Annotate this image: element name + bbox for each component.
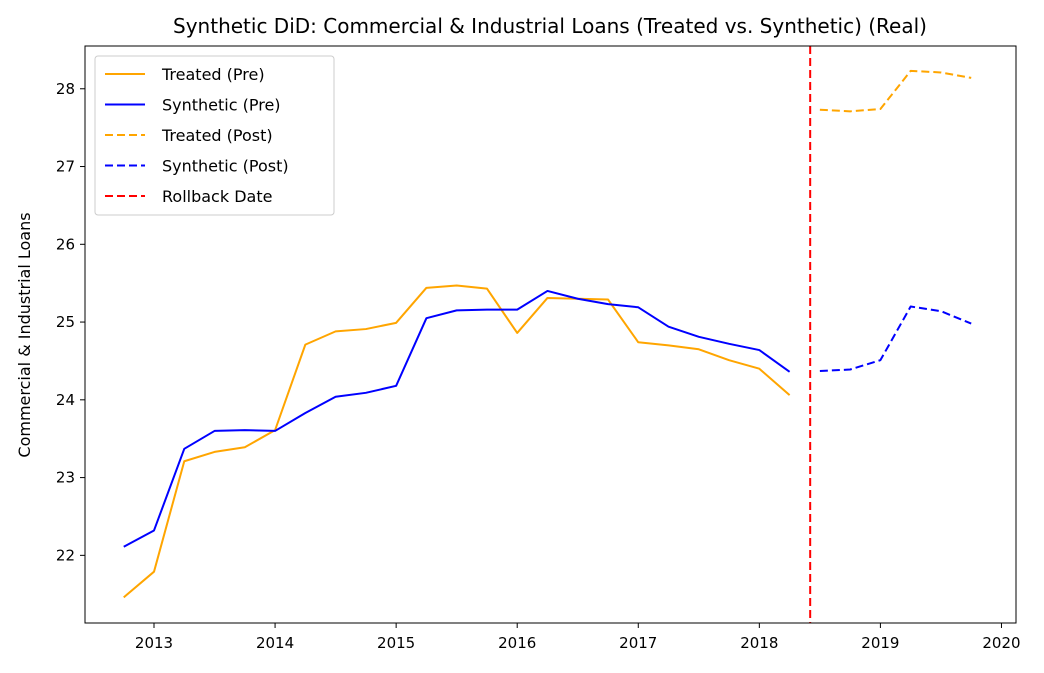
x-tick-label: 2019 [861, 634, 899, 652]
x-tick-label: 2017 [619, 634, 657, 652]
legend-label: Treated (Post) [161, 126, 273, 145]
chart-title: Synthetic DiD: Commercial & Industrial L… [173, 14, 927, 38]
legend-label: Synthetic (Pre) [162, 96, 281, 115]
y-tick-label: 23 [56, 469, 75, 487]
plot-frame [84, 45, 1017, 624]
legend-label: Synthetic (Post) [162, 157, 289, 176]
series-line-4 [819, 305, 972, 373]
series-layer [123, 46, 972, 623]
legend: Treated (Pre) Synthetic (Pre) Treated (Pos… [94, 55, 335, 216]
y-tick-label: 24 [56, 391, 75, 409]
x-tick-label: 2013 [135, 634, 173, 652]
x-tick-label: 2014 [256, 634, 294, 652]
y-tick-label: 22 [56, 546, 75, 564]
x-tick-label: 2018 [740, 634, 778, 652]
y-tick-label: 25 [56, 313, 75, 331]
axis-ticks: 2013 2014 2015 2016 2017 2018 2019 2020 22 23 24 25… [56, 80, 1021, 652]
y-tick-label: 26 [56, 235, 75, 253]
series-line-2 [123, 289, 791, 548]
legend-label: Rollback Date [162, 187, 272, 206]
y-axis-label: Commercial & Industrial Loans [15, 212, 34, 457]
legend-label: Treated (Pre) [161, 65, 265, 84]
legend-box [94, 55, 335, 216]
x-tick-label: 2016 [498, 634, 536, 652]
y-tick-label: 28 [56, 80, 75, 98]
x-tick-label: 2020 [982, 634, 1020, 652]
series-line-1 [123, 284, 791, 599]
y-tick-label: 27 [56, 158, 75, 176]
x-tick-label: 2015 [377, 634, 415, 652]
series-line-3 [819, 69, 972, 113]
